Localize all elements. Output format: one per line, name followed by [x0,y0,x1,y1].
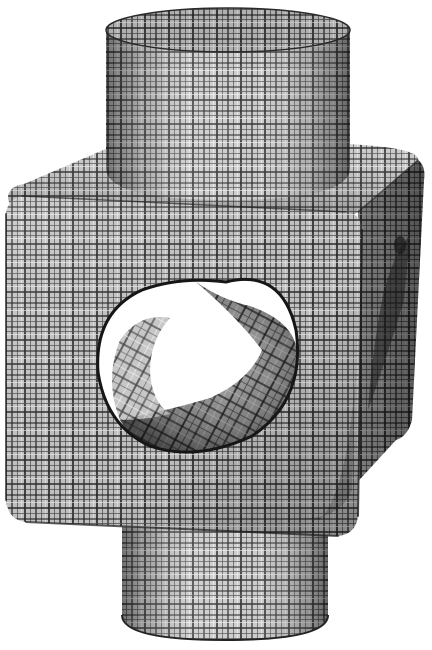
top-cylinder [105,7,351,200]
bottom-cylinder [121,520,329,642]
hole-interior [96,277,300,454]
cube-right-face [352,160,425,488]
cube-front-face [6,196,362,536]
cube-edges [5,159,419,537]
